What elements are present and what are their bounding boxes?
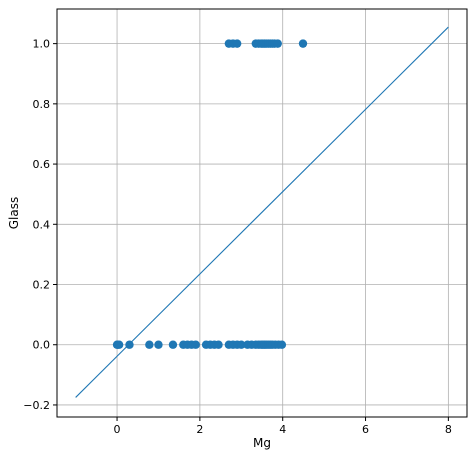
regression-line (75, 26, 449, 398)
x-axis-label: Mg (253, 436, 271, 450)
y-tick-label: 0.4 (33, 218, 51, 231)
x-tick-label: 2 (196, 423, 203, 436)
tick-layer: 0 2 4 6 8 −0.2 0.0 0.2 0.4 0.6 0.8 1.0 (23, 38, 452, 436)
scatter-point (191, 340, 200, 349)
y-tick-label: 0.8 (33, 98, 51, 111)
x-tick-label: 8 (445, 423, 452, 436)
regression-line-layer (75, 26, 449, 398)
scatter-points-layer (112, 39, 308, 349)
y-tick-label: 0.2 (33, 279, 51, 292)
y-tick-label: 1.0 (33, 38, 51, 51)
scatter-point (277, 340, 287, 349)
plot-frame (56, 8, 468, 418)
scatter-point (298, 39, 308, 48)
y-tick-label: 0.0 (33, 339, 51, 352)
scatter-point (232, 39, 242, 48)
y-tick-label: 0.6 (33, 158, 51, 171)
scatter-point (114, 340, 124, 349)
x-tick-label: 0 (114, 423, 121, 436)
y-tick-label: −0.2 (23, 399, 50, 412)
scatter-point (214, 340, 223, 349)
scatter-point (237, 340, 246, 349)
scatter-point (168, 340, 178, 349)
scatter-point (154, 340, 163, 349)
x-tick-label: 4 (279, 423, 286, 436)
scatter-point (125, 340, 134, 349)
x-tick-label: 6 (362, 423, 369, 436)
y-axis-label: Glass (7, 197, 21, 230)
grid-layer (57, 9, 467, 417)
scatter-point (145, 340, 154, 349)
scatter-point (273, 39, 282, 48)
